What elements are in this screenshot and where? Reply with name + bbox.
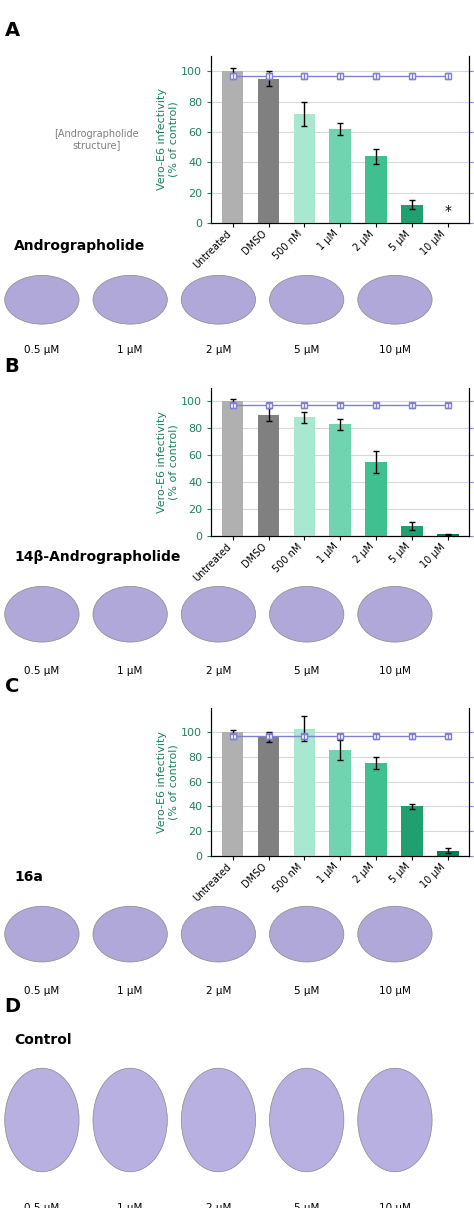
Text: 14β-Andrographolide: 14β-Andrographolide [14, 550, 181, 564]
Ellipse shape [5, 275, 79, 324]
Bar [365, 461, 387, 535]
Bar [293, 418, 315, 535]
Text: 2 μM: 2 μM [206, 666, 231, 676]
Ellipse shape [181, 906, 255, 962]
Bar [401, 807, 423, 855]
Text: 2 μM: 2 μM [206, 1203, 231, 1208]
Ellipse shape [358, 1068, 432, 1172]
Y-axis label: Vero-E6 infectivity
(% of control): Vero-E6 infectivity (% of control) [157, 88, 178, 191]
Bar [401, 527, 423, 535]
Ellipse shape [270, 275, 344, 324]
Bar [222, 732, 244, 855]
Bar [329, 750, 351, 855]
Ellipse shape [181, 275, 255, 324]
Bar [293, 114, 315, 222]
Text: 1 μM: 1 μM [118, 666, 143, 676]
Text: Control: Control [14, 1033, 72, 1047]
Ellipse shape [5, 586, 79, 643]
Bar [258, 737, 279, 855]
Text: 10 μM: 10 μM [379, 986, 411, 995]
Ellipse shape [270, 1068, 344, 1172]
Text: 1 μM: 1 μM [118, 986, 143, 995]
Ellipse shape [93, 906, 167, 962]
Ellipse shape [5, 906, 79, 962]
Ellipse shape [181, 1068, 255, 1172]
Bar [258, 414, 279, 535]
Text: *: * [444, 204, 451, 219]
Text: C: C [5, 676, 19, 696]
Ellipse shape [93, 1068, 167, 1172]
Ellipse shape [5, 1068, 79, 1172]
Text: 5 μM: 5 μM [294, 666, 319, 676]
Bar [365, 156, 387, 222]
Ellipse shape [270, 906, 344, 962]
Y-axis label: Vero-E6 infectivity
(% of control): Vero-E6 infectivity (% of control) [157, 731, 178, 832]
Text: 2 μM: 2 μM [206, 986, 231, 995]
Text: [Andrographolide
structure]: [Andrographolide structure] [55, 129, 139, 150]
Ellipse shape [93, 275, 167, 324]
Bar [329, 129, 351, 222]
Y-axis label: Vero-E6 infectivity
(% of control): Vero-E6 infectivity (% of control) [157, 411, 178, 513]
Text: 5 μM: 5 μM [294, 986, 319, 995]
Ellipse shape [181, 586, 255, 643]
Text: 0.5 μM: 0.5 μM [24, 986, 60, 995]
Text: 10 μM: 10 μM [379, 666, 411, 676]
Text: Andrographolide: Andrographolide [14, 239, 145, 252]
Text: 10 μM: 10 μM [379, 1203, 411, 1208]
Text: 0.5 μM: 0.5 μM [24, 345, 60, 355]
Bar [329, 424, 351, 535]
Text: 5 μM: 5 μM [294, 345, 319, 355]
Bar [401, 204, 423, 222]
Ellipse shape [270, 586, 344, 643]
Text: A: A [5, 21, 20, 40]
Ellipse shape [358, 906, 432, 962]
Bar [437, 534, 458, 535]
Text: D: D [5, 998, 21, 1016]
Ellipse shape [358, 275, 432, 324]
Text: 1 μM: 1 μM [118, 345, 143, 355]
Bar [222, 71, 244, 222]
Bar [437, 850, 458, 855]
Ellipse shape [358, 586, 432, 643]
Text: 0.5 μM: 0.5 μM [24, 666, 60, 676]
Text: 10 μM: 10 μM [379, 345, 411, 355]
Text: 16a: 16a [14, 870, 43, 884]
Text: 5 μM: 5 μM [294, 1203, 319, 1208]
Text: B: B [5, 358, 19, 376]
Text: 0.5 μM: 0.5 μM [24, 1203, 60, 1208]
Bar [365, 763, 387, 855]
Bar [222, 401, 244, 535]
Text: 1 μM: 1 μM [118, 1203, 143, 1208]
Text: 2 μM: 2 μM [206, 345, 231, 355]
Bar [258, 79, 279, 222]
Bar [293, 728, 315, 855]
Ellipse shape [93, 586, 167, 643]
